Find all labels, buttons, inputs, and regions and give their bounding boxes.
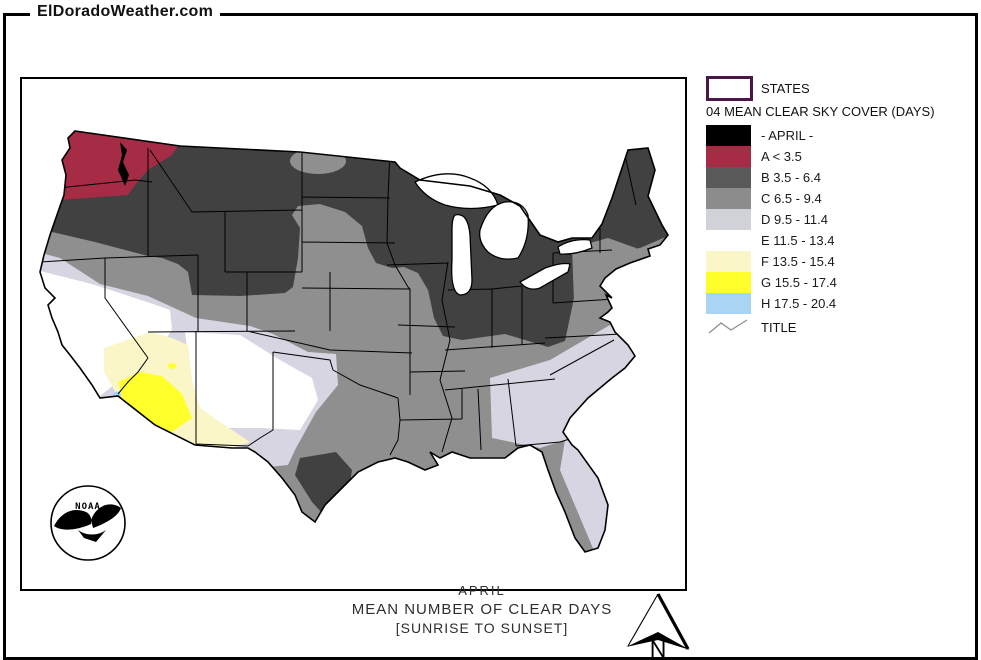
legend-heading: 04 MEAN CLEAR SKY COVER (DAYS)	[706, 104, 935, 119]
us-outline	[39, 130, 669, 553]
legend-swatch	[706, 188, 751, 209]
legend-class-row: D 9.5 - 11.4	[706, 209, 956, 230]
legend-swatch	[706, 230, 751, 251]
lake-erie-icon	[519, 262, 571, 290]
north-arrow: N	[626, 593, 690, 659]
legend-class-row: B 3.5 - 6.4	[706, 167, 956, 188]
legend-swatch	[706, 209, 751, 230]
lake-huron-icon	[479, 201, 529, 260]
legend-label: D 9.5 - 11.4	[761, 212, 828, 227]
zigzag-line-icon	[708, 319, 748, 334]
caption-subtitle: [SUNRISE TO SUNSET]	[395, 620, 569, 636]
legend-label: G 15.5 - 17.4	[761, 275, 837, 290]
states-label: STATES	[761, 80, 810, 96]
legend: STATES 04 MEAN CLEAR SKY COVER (DAYS) - …	[706, 75, 956, 338]
legend-swatch	[706, 167, 751, 188]
legend-swatch	[706, 251, 751, 272]
legend-class-row: G 15.5 - 17.4	[706, 272, 956, 293]
legend-label: - APRIL -	[761, 128, 814, 143]
caption-month: APRIL	[458, 583, 506, 598]
legend-class-row: F 13.5 - 15.4	[706, 251, 956, 272]
region-texas-e-spot	[268, 419, 284, 429]
north-label: N	[650, 636, 667, 659]
legend-label: C 6.5 - 9.4	[761, 191, 822, 206]
region-newmexico-texas-e	[185, 332, 318, 430]
outer-border-frame	[3, 13, 978, 660]
legend-swatch	[706, 293, 751, 314]
legend-swatch	[706, 146, 751, 167]
caption-title: MEAN NUMBER OF CLEAR DAYS	[351, 601, 613, 618]
legend-title-label: TITLE	[761, 319, 797, 335]
noaa-logo: NOAA	[50, 485, 126, 561]
region-sw-arizona-g	[118, 372, 192, 432]
legend-label: H 17.5 - 20.4	[761, 296, 837, 311]
map-caption: APRIL MEAN NUMBER OF CLEAR DAYS [SUNRISE…	[332, 583, 632, 636]
legend-class-row: - APRIL -	[706, 125, 956, 146]
legend-class-row: A < 3.5	[706, 146, 956, 167]
site-title: ElDoradoWeather.com	[30, 3, 221, 21]
noaa-logo-text: NOAA	[75, 502, 101, 512]
legend-states-row: STATES	[706, 75, 956, 101]
puget-sound-icon	[118, 142, 129, 186]
legend-class-row: H 17.5 - 20.4	[706, 293, 956, 314]
region-midatlantic-c-patch	[572, 238, 636, 302]
legend-class-row: C 6.5 - 9.4	[706, 188, 956, 209]
legend-label: F 13.5 - 15.4	[761, 254, 835, 269]
legend-class-list: - APRIL - A < 3.5 B 3.5 - 6.4 C 6.5 - 9.4 D …	[706, 125, 956, 314]
lake-michigan-icon	[451, 214, 473, 296]
legend-label: E 11.5 - 13.4	[761, 233, 835, 248]
legend-label: A < 3.5	[761, 149, 802, 164]
states-swatch	[706, 75, 753, 101]
legend-swatch	[706, 272, 751, 293]
legend-class-row: E 11.5 - 13.4	[706, 230, 956, 251]
legend-title-row: TITLE	[706, 316, 956, 338]
lake-ontario-icon	[557, 239, 593, 255]
legend-swatch	[706, 125, 751, 146]
us-map: NOAA	[39, 130, 669, 561]
region-arizona-g-spot	[168, 363, 176, 369]
map-frame: NOAA APRIL MEAN NUMBER OF CLEAR DAYS [SU…	[20, 77, 687, 636]
legend-label: B 3.5 - 6.4	[761, 170, 821, 185]
